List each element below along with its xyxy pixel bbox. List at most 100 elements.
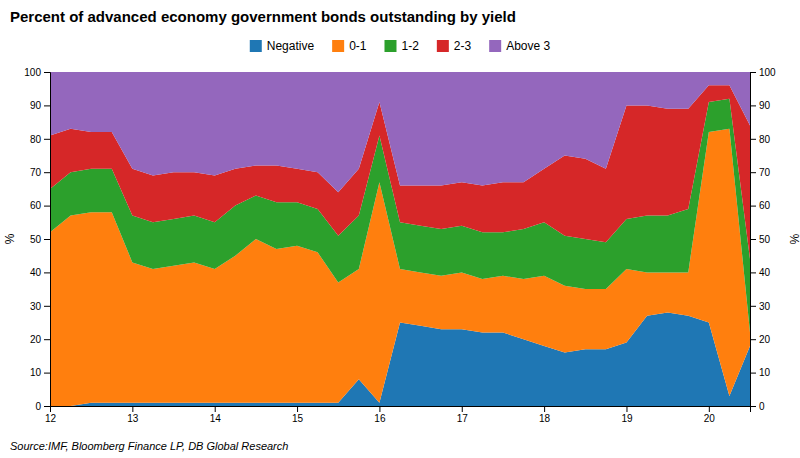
tick: 10: [30, 367, 50, 378]
tick-label: 13: [127, 413, 139, 424]
tick: 70: [750, 167, 771, 178]
tick-label: 20: [30, 334, 42, 345]
tick: 90: [750, 100, 771, 111]
y-axis-label: %: [3, 233, 17, 244]
tick-label: 60: [759, 200, 771, 211]
legend-label: Negative: [267, 39, 315, 53]
tick-label: 16: [374, 413, 386, 424]
tick: 80: [30, 134, 50, 145]
tick-mark: [750, 172, 756, 173]
tick-label: 0: [35, 401, 41, 412]
tick-mark: [44, 306, 50, 307]
tick-mark: [750, 406, 756, 407]
tick: 50: [30, 234, 50, 245]
legend-swatch: [384, 40, 396, 52]
tick-mark: [750, 72, 756, 73]
tick: 40: [750, 267, 771, 278]
tick: 100: [24, 67, 50, 78]
tick-mark: [44, 105, 50, 106]
tick: 60: [30, 200, 50, 211]
tick: 20: [750, 334, 771, 345]
x-axis: 121314151617181920: [45, 406, 751, 424]
tick-mark: [44, 172, 50, 173]
tick-mark: [44, 406, 50, 407]
tick-mark: [750, 306, 756, 307]
tick-mark: [750, 139, 756, 140]
chart: Percent of advanced economy government b…: [0, 0, 800, 458]
tick: 90: [30, 100, 50, 111]
legend-swatch: [489, 40, 501, 52]
tick-mark: [297, 406, 298, 412]
tick: 80: [750, 134, 771, 145]
plot: 1213141516171819200102030405060708090100…: [24, 67, 776, 424]
y-axis: 0 10 20 30 40 50 60 70 80 90 100: [24, 67, 50, 412]
axis-line: [44, 73, 51, 407]
areas: [50, 72, 750, 406]
tick: 50: [750, 234, 771, 245]
tick-label: 90: [759, 100, 771, 111]
legend-label: 0-1: [349, 39, 367, 53]
axis-line: [751, 73, 757, 407]
legend-item: 1-2: [384, 39, 419, 53]
tick-label: 60: [30, 200, 42, 211]
tick-mark: [750, 239, 756, 240]
legend-item: Negative: [250, 39, 315, 53]
legend-swatch: [332, 40, 344, 52]
tick-label: 14: [210, 413, 222, 424]
tick: 30: [750, 301, 771, 312]
tick: 40: [30, 267, 50, 278]
tick-mark: [44, 339, 50, 340]
tick-mark: [44, 272, 50, 273]
tick-mark: [44, 373, 50, 374]
tick-label: 40: [759, 267, 771, 278]
tick-label: 15: [292, 413, 304, 424]
tick-mark: [750, 272, 756, 273]
legend-label: Above 3: [506, 39, 550, 53]
tick-label: 20: [704, 413, 716, 424]
tick-label: 70: [30, 167, 42, 178]
tick: 20: [704, 406, 716, 424]
tick-mark: [544, 406, 545, 412]
legend-label: 1-2: [401, 39, 419, 53]
tick-label: 10: [30, 367, 42, 378]
tick-mark: [44, 139, 50, 140]
tick-label: 40: [30, 267, 42, 278]
tick: 14: [210, 406, 222, 424]
tick-label: 80: [759, 134, 771, 145]
tick-label: 50: [759, 234, 771, 245]
tick-mark: [750, 339, 756, 340]
tick: 18: [539, 406, 551, 424]
tick-mark: [44, 239, 50, 240]
legend-item: Above 3: [489, 39, 550, 53]
tick: 20: [30, 334, 50, 345]
tick-label: 90: [30, 100, 42, 111]
tick-label: 30: [759, 301, 771, 312]
legend-swatch: [437, 40, 449, 52]
tick-label: 20: [759, 334, 771, 345]
tick-label: 18: [539, 413, 551, 424]
tick-label: 70: [759, 167, 771, 178]
tick-mark: [379, 406, 380, 412]
axis-line: [51, 407, 751, 413]
tick: 60: [750, 200, 771, 211]
tick: 30: [30, 301, 50, 312]
tick-mark: [132, 406, 133, 412]
tick: 12: [45, 406, 57, 424]
source: Source:IMF, Bloomberg Finance LP, DB Glo…: [10, 440, 288, 452]
tick-label: 17: [457, 413, 469, 424]
tick: 70: [30, 167, 50, 178]
tick-mark: [709, 406, 710, 412]
tick-label: 30: [30, 301, 42, 312]
tick-label: 0: [759, 401, 765, 412]
tick-label: 100: [24, 67, 41, 78]
tick: 0: [35, 401, 50, 412]
area: [50, 72, 750, 192]
legend: Negative0-11-22-3Above 3: [250, 39, 551, 53]
tick: 10: [750, 367, 771, 378]
tick: 15: [292, 406, 304, 424]
tick-label: 80: [30, 134, 42, 145]
legend-swatch: [250, 40, 262, 52]
tick-label: 12: [45, 413, 57, 424]
title: Percent of advanced economy government b…: [10, 8, 516, 25]
tick: 13: [127, 406, 139, 424]
